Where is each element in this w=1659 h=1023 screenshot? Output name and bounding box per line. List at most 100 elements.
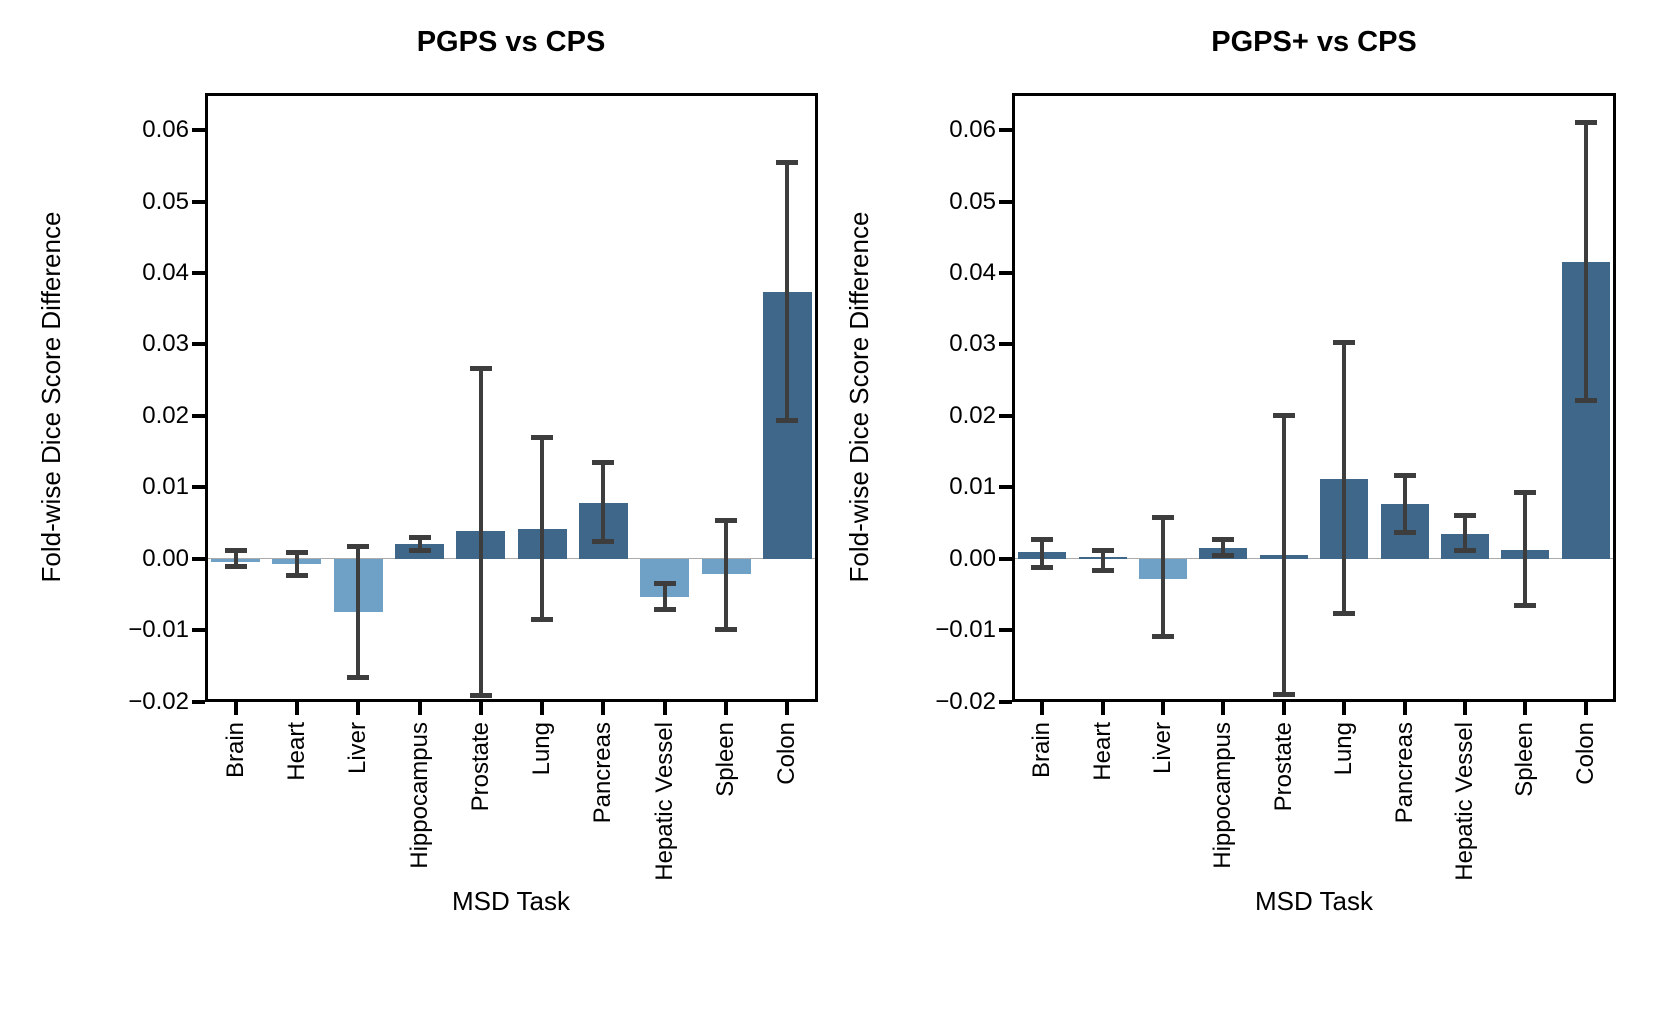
panel1-x-tick-label-colon: Colon	[773, 722, 801, 785]
panel2-x-tick-label-hepatic-vessel: Hepatic Vessel	[1451, 722, 1478, 881]
panel2-error-cap-bottom-heart	[1091, 567, 1114, 573]
panel2-x-tick	[1221, 701, 1226, 715]
panel1-error-cap-top-heart	[285, 549, 308, 555]
panel2-error-cap-top-hippocampus	[1212, 536, 1235, 542]
panel1-y-tick-label: 0.01	[142, 473, 189, 501]
panel2-error-cap-bottom-hepatic-vessel	[1454, 548, 1476, 554]
panel2-x-tick-label-colon: Colon	[1571, 722, 1599, 785]
panel1-error-bar-liver	[356, 546, 361, 678]
panel2-x-tick-label-brain: Brain	[1028, 722, 1056, 779]
panel1-error-cap-top-pancreas	[592, 460, 615, 466]
panel1-error-cap-bottom-hepatic-vessel	[653, 606, 676, 612]
panel2-error-cap-bottom-brain	[1031, 565, 1054, 571]
panel2-x-tick-label-heart: Heart	[1088, 722, 1116, 781]
panel2-y-tick	[999, 556, 1012, 561]
panel1-y-tick	[192, 270, 205, 275]
panel1-error-cap-bottom-hippocampus	[408, 548, 431, 554]
panel1-y-tick-label: 0.06	[142, 116, 189, 144]
panel1-error-bar-heart	[294, 552, 299, 576]
panel2-y-tick-label: −0.02	[935, 687, 996, 715]
panel1-y-tick	[192, 199, 205, 204]
panel2-y-tick	[999, 699, 1012, 704]
panel1-y-tick-label: 0.04	[142, 258, 189, 286]
panel2-x-tick	[1523, 701, 1528, 715]
panel1-x-tick-label-liver: Liver	[344, 722, 372, 775]
panel2-x-tick-label-liver: Liver	[1149, 722, 1176, 775]
panel2-error-cap-top-liver	[1152, 515, 1174, 521]
panel1-error-cap-top-colon	[776, 159, 799, 165]
panel1-y-tick	[192, 556, 205, 561]
panel1-error-bar-hippocampus	[417, 537, 422, 551]
panel2-error-bar-liver	[1161, 517, 1165, 637]
panel2-y-tick-label: 0.00	[949, 544, 996, 572]
panel1-error-cap-bottom-colon	[776, 418, 799, 424]
panel2-error-cap-top-brain	[1031, 536, 1054, 542]
panel2-x-tick	[1463, 701, 1467, 715]
panel1-error-cap-top-lung	[531, 434, 554, 440]
panel2-x-tick-label-lung: Lung	[1330, 722, 1358, 776]
panel1-x-axis-label: MSD Task	[452, 886, 570, 916]
panel2-error-bar-spleen	[1523, 492, 1528, 606]
panel1-error-cap-top-prostate	[469, 366, 492, 372]
panel1-y-tick	[192, 628, 205, 633]
panel2-error-cap-bottom-spleen	[1514, 603, 1537, 609]
panel1-y-tick	[192, 485, 205, 490]
panel2-error-cap-bottom-pancreas	[1393, 530, 1416, 536]
panel1-y-tick-label: −0.01	[128, 616, 189, 644]
panel1-error-cap-bottom-pancreas	[592, 539, 615, 545]
panel2-y-tick-label: 0.02	[949, 401, 996, 429]
panel1-y-tick	[192, 342, 205, 347]
panel1-x-tick	[601, 701, 606, 715]
panel2-y-tick-label: 0.06	[949, 116, 996, 144]
panel1-x-tick-label-hepatic-vessel: Hepatic Vessel	[650, 722, 678, 881]
panel1-zero-line	[205, 557, 818, 560]
panel2-x-tick	[1100, 701, 1105, 715]
panel1-error-cap-top-liver	[347, 544, 370, 550]
panel1-error-bar-brain	[233, 550, 238, 567]
panel1-x-tick-label-spleen: Spleen	[712, 722, 740, 797]
panel1-x-tick	[724, 701, 729, 715]
panel1-error-cap-bottom-lung	[531, 616, 554, 622]
panel1-x-tick	[540, 701, 545, 715]
panel2-x-tick	[1040, 701, 1045, 715]
panel2-y-tick	[999, 128, 1012, 133]
panel1-error-bar-pancreas	[601, 462, 606, 542]
panel2-zero-line	[1012, 557, 1616, 560]
panel1-x-tick-label-lung: Lung	[528, 722, 556, 776]
panel2-x-tick-label-prostate: Prostate	[1269, 722, 1297, 812]
panel2-y-tick-label: −0.01	[935, 616, 996, 644]
panel1-y-tick-label: 0.05	[142, 187, 189, 215]
panel1-x-tick	[294, 701, 299, 715]
panel1-x-tick	[233, 701, 238, 715]
panel2-y-tick-label: 0.05	[949, 187, 996, 215]
panel2-x-tick	[1281, 701, 1286, 715]
panel1-error-bar-prostate	[478, 368, 483, 696]
panel1-error-cap-bottom-brain	[224, 564, 247, 570]
panel1-error-cap-top-hepatic-vessel	[653, 581, 676, 587]
panel1-y-tick	[192, 699, 205, 704]
panel2-y-tick-label: 0.03	[949, 330, 996, 358]
panel1-error-cap-bottom-liver	[347, 674, 370, 680]
panel1-y-tick-label: −0.02	[128, 687, 189, 715]
panel1-y-tick	[192, 128, 205, 133]
panel2-error-cap-top-spleen	[1514, 490, 1537, 496]
panel2-y-tick-label: 0.04	[949, 258, 996, 286]
panel2-y-axis-label: Fold-wise Dice Score Difference	[844, 211, 874, 583]
panel1-y-tick-label: 0.02	[142, 401, 189, 429]
panel2-x-tick	[1342, 701, 1347, 715]
panel2-error-cap-top-hepatic-vessel	[1454, 512, 1476, 518]
panel1-x-tick	[356, 701, 361, 715]
panel1-x-tick	[662, 701, 667, 715]
panel2-error-bar-hippocampus	[1221, 539, 1226, 556]
panel1-error-cap-top-brain	[224, 547, 247, 553]
panel2-y-tick	[999, 342, 1012, 347]
panel1-error-cap-top-spleen	[715, 518, 738, 524]
panel2-x-tick	[1583, 701, 1588, 715]
panel2-error-cap-top-lung	[1333, 340, 1356, 346]
panel1-error-bar-spleen	[724, 520, 729, 630]
panel1-x-tick-label-hippocampus: Hippocampus	[405, 722, 433, 869]
panel1-error-cap-bottom-prostate	[469, 692, 492, 698]
panel2-y-tick	[999, 199, 1012, 204]
panel1-x-tick	[785, 701, 790, 715]
panel2-error-bar-prostate	[1281, 415, 1286, 695]
